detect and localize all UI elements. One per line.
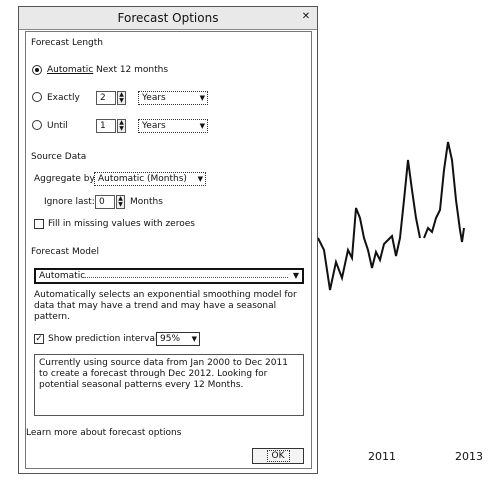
history-line xyxy=(317,159,421,291)
exactly-number-input[interactable]: 2 xyxy=(96,91,116,105)
chevron-down-icon: ▼ xyxy=(199,94,205,102)
chevron-down-icon: ▼ xyxy=(199,122,205,130)
ignore-number-input[interactable]: 0 xyxy=(95,195,115,209)
close-icon[interactable]: ✕ xyxy=(301,11,311,22)
dialog-title: Forecast Options xyxy=(117,11,219,25)
x-axis-label-2011: 2011 xyxy=(368,450,396,463)
forecast-model-value: Automatic xyxy=(39,271,86,281)
radio-exactly[interactable] xyxy=(32,92,42,102)
x-axis-label-2013: 2013 xyxy=(455,450,483,463)
show-prediction-checkbox[interactable]: ✓ xyxy=(34,334,44,344)
dialog-titlebar: Forecast Options ✕ xyxy=(19,7,317,30)
ignore-spinner[interactable]: ▲ ▼ xyxy=(116,195,125,209)
forecast-model-heading: Forecast Model xyxy=(31,247,99,257)
exactly-spinner[interactable]: ▲ ▼ xyxy=(117,91,126,105)
chevron-down-icon: ▼ xyxy=(292,271,299,280)
ok-button[interactable]: OK xyxy=(252,448,304,464)
forecast-options-dialog: Forecast Options ✕ Forecast Length Autom… xyxy=(18,6,318,474)
aggregate-value: Automatic (Months) xyxy=(98,174,187,184)
exactly-unit-value: Years xyxy=(142,93,166,103)
automatic-label[interactable]: Automatic xyxy=(47,65,94,75)
until-spinner[interactable]: ▲ ▼ xyxy=(117,119,126,133)
show-prediction-label[interactable]: Show prediction intervals xyxy=(48,334,163,344)
forecast-line xyxy=(423,141,465,243)
exactly-unit-select[interactable]: Years ▼ xyxy=(138,91,208,105)
automatic-value: Next 12 months xyxy=(96,65,169,75)
prediction-interval-value: 95% xyxy=(160,334,181,344)
until-unit-value: Years xyxy=(142,121,166,131)
radio-until[interactable] xyxy=(32,120,42,130)
chevron-down-icon: ▼ xyxy=(191,335,197,343)
until-number-input[interactable]: 1 xyxy=(96,119,116,133)
fill-missing-label[interactable]: Fill in missing values with zeroes xyxy=(48,219,195,229)
exactly-label[interactable]: Exactly xyxy=(47,93,80,103)
forecast-model-description: Automatically selects an exponential smo… xyxy=(34,290,297,322)
aggregate-select[interactable]: Automatic (Months) ▼ xyxy=(94,172,206,186)
prediction-interval-select[interactable]: 95% ▼ xyxy=(156,332,200,346)
ignore-unit: Months xyxy=(130,197,163,207)
chevron-down-icon: ▼ xyxy=(197,175,203,183)
ok-button-label: OK xyxy=(266,450,290,462)
source-data-heading: Source Data xyxy=(31,152,87,162)
learn-more-link[interactable]: Learn more about forecast options xyxy=(26,428,182,438)
until-unit-select[interactable]: Years ▼ xyxy=(138,119,208,133)
aggregate-label: Aggregate by: xyxy=(34,174,98,184)
ignore-label: Ignore last: xyxy=(44,197,95,207)
radio-automatic[interactable] xyxy=(32,65,42,75)
dialog-body: Forecast Length Automatic Next 12 months… xyxy=(25,31,312,469)
forecast-model-select[interactable]: Automatic ▼ xyxy=(34,268,304,284)
fill-missing-checkbox[interactable] xyxy=(34,219,44,229)
until-label[interactable]: Until xyxy=(47,121,68,131)
forecast-summary-message: Currently using source data from Jan 200… xyxy=(34,354,304,416)
forecast-length-heading: Forecast Length xyxy=(31,38,103,48)
